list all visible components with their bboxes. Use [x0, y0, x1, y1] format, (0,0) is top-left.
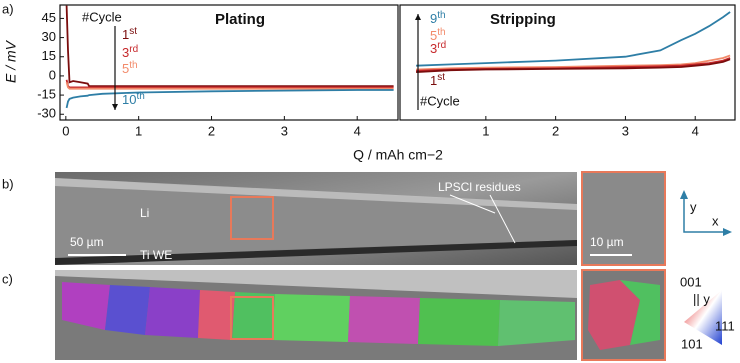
arrow-head: [415, 14, 421, 20]
annotation: #Cycle: [82, 9, 122, 24]
series-line: [65, 82, 394, 90]
annotation: #Cycle: [420, 93, 460, 108]
x-tick-label: 1: [482, 123, 489, 138]
plot-frame: [399, 4, 736, 121]
label-ti: Ti WE: [140, 248, 172, 262]
key-label: 001: [680, 274, 702, 289]
series-label: 5th: [430, 27, 446, 44]
plot-frame: [59, 4, 399, 121]
panel-label: a): [2, 1, 14, 16]
scale-bar: 10 µm: [590, 235, 624, 249]
series-line: [416, 11, 731, 67]
x-tick-label: 4: [692, 123, 699, 138]
ebsd-image: [55, 269, 722, 361]
y-tick-label: -15: [37, 87, 56, 102]
sem-image: [55, 171, 666, 266]
series-line: [65, 79, 394, 89]
series-label: 1st: [122, 26, 137, 43]
label-residues: LPSCl residues: [438, 180, 521, 194]
series-label: 9th: [430, 10, 446, 27]
x-tick-label: 3: [281, 123, 288, 138]
x-tick-label: 2: [208, 123, 215, 138]
y-tick-label: 30: [42, 29, 56, 44]
label-li: Li: [140, 206, 149, 220]
panel-label: b): [2, 176, 14, 191]
y-tick-label: 45: [42, 10, 56, 25]
y-tick-label: 0: [49, 67, 56, 82]
y-tick-label: 15: [42, 48, 56, 63]
scale-bar: 50 µm: [70, 235, 104, 249]
chart-title: Stripping: [490, 11, 556, 28]
x-tick-label: 0: [62, 123, 69, 138]
x-tick-label: 4: [354, 123, 361, 138]
key-label: || y: [693, 291, 710, 306]
series-label: 3rd: [122, 44, 138, 61]
series-line: [416, 54, 731, 71]
x-axis-label: Q / mAh cm−2: [353, 147, 443, 163]
key-label: 111: [715, 318, 735, 333]
series-label: 3rd: [430, 40, 446, 57]
series-line: [416, 58, 731, 73]
axes-icon: [680, 190, 732, 236]
series-label: 1st: [430, 72, 445, 89]
key-label: 101: [681, 336, 703, 351]
series-line: [65, 5, 394, 87]
panel-label: c): [2, 271, 13, 286]
x-tick-label: 2: [552, 123, 559, 138]
arrow-head: [112, 104, 118, 110]
chart-title: Plating: [215, 11, 265, 28]
x-tick-label: 1: [135, 123, 142, 138]
series-label: 10th: [122, 91, 145, 108]
axis-x-label: x: [712, 213, 719, 228]
series-label: 5th: [122, 60, 138, 77]
y-tick-label: -30: [37, 106, 56, 121]
axis-y-label: y: [690, 199, 697, 214]
series-line: [65, 89, 394, 109]
x-tick-label: 3: [622, 123, 629, 138]
y-axis-label: E / mV: [3, 39, 19, 83]
